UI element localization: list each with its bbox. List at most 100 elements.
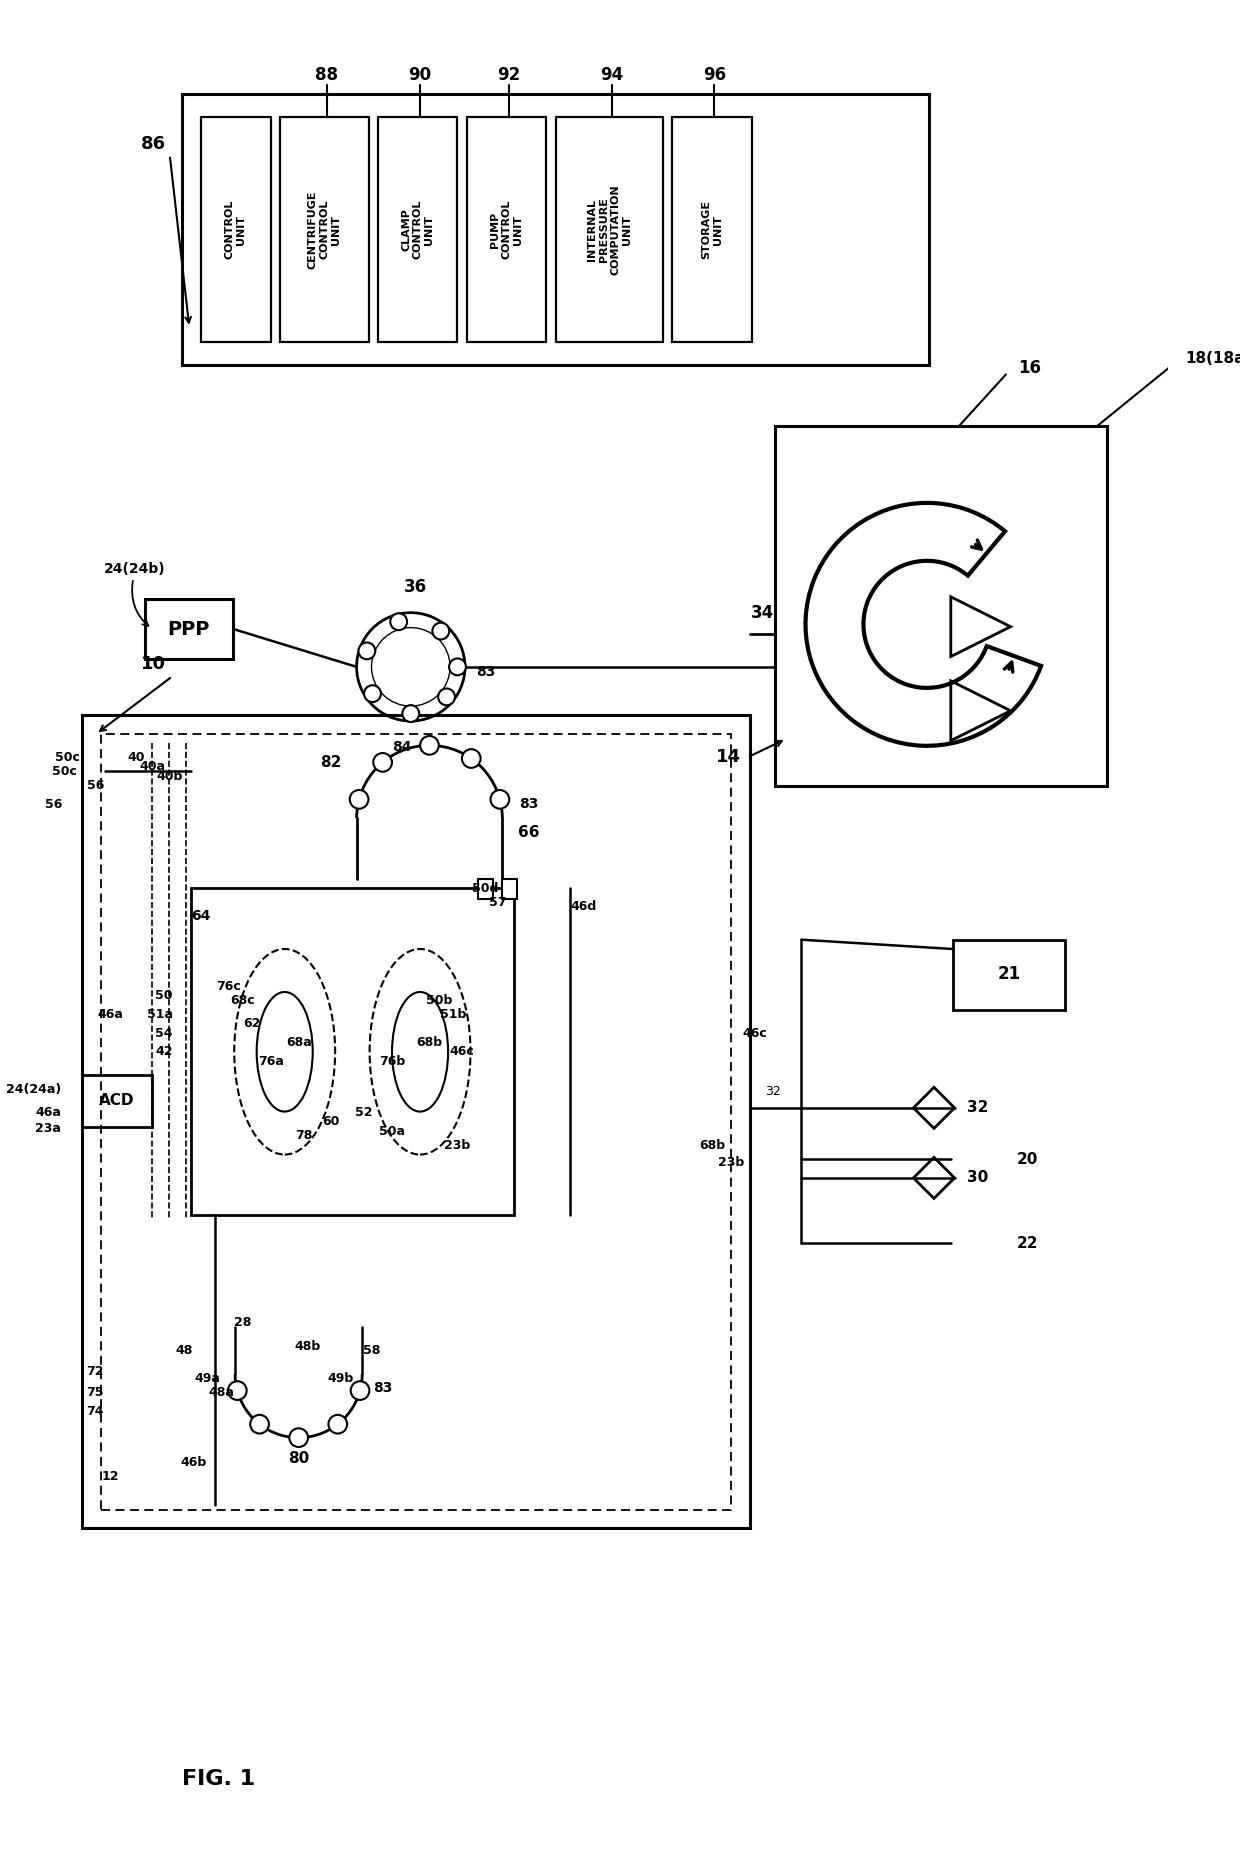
Text: 28: 28	[234, 1316, 252, 1330]
Text: 78: 78	[295, 1129, 312, 1143]
Text: 46d: 46d	[570, 901, 596, 913]
Text: 82: 82	[320, 755, 341, 770]
Text: 76b: 76b	[379, 1055, 405, 1068]
Bar	[201, 118, 270, 342]
Bar	[952, 939, 1065, 1010]
Bar	[280, 118, 368, 342]
Text: 50d: 50d	[472, 883, 498, 894]
Circle shape	[402, 705, 419, 722]
Circle shape	[449, 658, 466, 675]
Text: 83: 83	[373, 1382, 392, 1395]
Circle shape	[463, 750, 481, 769]
Text: STORAGE
UNIT: STORAGE UNIT	[702, 200, 723, 260]
Text: 40b: 40b	[156, 770, 184, 784]
Text: 88: 88	[315, 67, 339, 84]
Text: 74: 74	[87, 1404, 104, 1417]
Text: 56: 56	[45, 798, 62, 812]
Bar	[145, 598, 233, 660]
Bar	[775, 426, 1107, 785]
Text: 48: 48	[175, 1345, 192, 1358]
Text: 76c: 76c	[216, 980, 241, 993]
Circle shape	[491, 789, 510, 808]
Text: 32: 32	[765, 1085, 781, 1098]
Text: PUMP
CONTROL
UNIT: PUMP CONTROL UNIT	[490, 200, 523, 260]
Text: 68c: 68c	[231, 993, 255, 1006]
Text: 58: 58	[363, 1345, 381, 1358]
Text: 12: 12	[102, 1470, 119, 1483]
Text: 57: 57	[489, 896, 506, 909]
Text: 68b: 68b	[699, 1139, 725, 1152]
Text: 46a: 46a	[97, 1008, 123, 1021]
Bar	[82, 1075, 153, 1126]
Text: 20: 20	[1017, 1152, 1038, 1167]
Text: 40: 40	[128, 752, 145, 765]
Text: 48b: 48b	[295, 1339, 321, 1352]
Circle shape	[228, 1382, 247, 1401]
Text: 90: 90	[408, 67, 432, 84]
Bar	[479, 879, 494, 899]
Text: 50: 50	[155, 989, 172, 1002]
Text: 92: 92	[497, 67, 521, 84]
Text: CLAMP
CONTROL
UNIT: CLAMP CONTROL UNIT	[402, 200, 434, 260]
Text: 60: 60	[322, 1115, 340, 1128]
Bar	[502, 879, 517, 899]
Text: 24(24a): 24(24a)	[6, 1083, 61, 1096]
Text: 18(18a): 18(18a)	[1185, 352, 1240, 367]
Text: 75: 75	[87, 1386, 104, 1399]
Bar	[466, 118, 547, 342]
Text: CENTRIFUGE
CONTROL
UNIT: CENTRIFUGE CONTROL UNIT	[308, 191, 341, 269]
Text: 68b: 68b	[417, 1036, 443, 1049]
Circle shape	[420, 737, 439, 755]
Text: 84: 84	[392, 741, 412, 754]
Text: 50b: 50b	[425, 993, 451, 1006]
Text: 22: 22	[1017, 1236, 1038, 1251]
Text: 80: 80	[288, 1451, 309, 1466]
Circle shape	[329, 1416, 347, 1434]
Text: 54: 54	[155, 1027, 172, 1040]
Text: 34: 34	[751, 604, 774, 623]
Text: 64: 64	[191, 909, 211, 924]
Circle shape	[289, 1429, 308, 1447]
Text: FIG. 1: FIG. 1	[182, 1769, 255, 1790]
Circle shape	[358, 643, 376, 660]
Bar	[191, 888, 513, 1216]
Text: 51b: 51b	[440, 1008, 466, 1021]
Text: 50c: 50c	[52, 765, 77, 778]
Text: CONTROL
UNIT: CONTROL UNIT	[224, 200, 247, 260]
Bar	[672, 118, 751, 342]
Text: 23b: 23b	[718, 1156, 744, 1169]
Text: 40a: 40a	[140, 761, 166, 774]
Text: 49b: 49b	[327, 1373, 353, 1386]
Text: 66: 66	[518, 825, 539, 840]
Circle shape	[373, 754, 392, 772]
Text: 21: 21	[997, 965, 1021, 984]
Text: 10: 10	[141, 654, 166, 673]
Text: INTERNAL
PRESSURE
COMPUTATION
UNIT: INTERNAL PRESSURE COMPUTATION UNIT	[587, 185, 631, 275]
Text: ACD: ACD	[99, 1094, 135, 1109]
Text: 42: 42	[155, 1045, 172, 1058]
Bar	[378, 118, 458, 342]
Text: 56: 56	[87, 780, 104, 793]
Circle shape	[351, 1382, 370, 1401]
Text: 51a: 51a	[146, 1008, 172, 1021]
Bar	[82, 716, 750, 1528]
Bar	[100, 735, 732, 1509]
Text: 46c: 46c	[743, 1027, 768, 1040]
Text: 30: 30	[967, 1171, 988, 1186]
Text: 46b: 46b	[181, 1457, 207, 1470]
Text: 36: 36	[404, 578, 427, 595]
Text: 49a: 49a	[195, 1373, 219, 1386]
Text: 94: 94	[600, 67, 624, 84]
Circle shape	[365, 684, 381, 701]
Text: 86: 86	[141, 135, 166, 153]
Text: 52: 52	[356, 1105, 373, 1118]
Text: 14: 14	[715, 748, 742, 767]
Text: 24(24b): 24(24b)	[104, 561, 166, 576]
Circle shape	[391, 613, 407, 630]
Text: 23b: 23b	[444, 1139, 470, 1152]
Circle shape	[438, 688, 455, 705]
Text: 48a: 48a	[208, 1386, 234, 1399]
Circle shape	[250, 1416, 269, 1434]
Text: 50c: 50c	[56, 752, 81, 765]
Text: 83: 83	[518, 797, 538, 812]
